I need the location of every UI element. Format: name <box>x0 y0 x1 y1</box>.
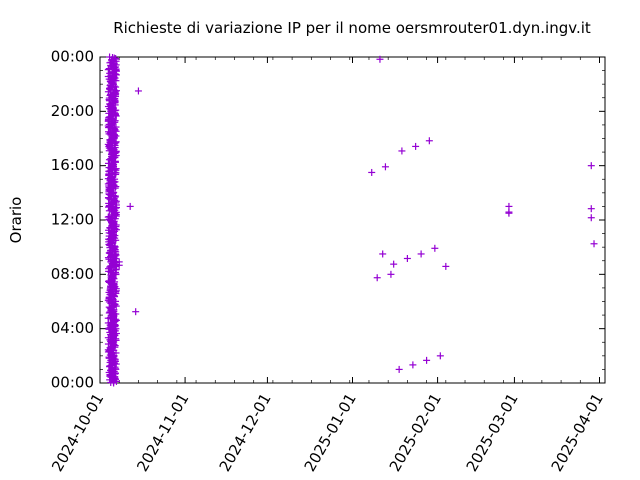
data-point <box>442 262 450 270</box>
data-point <box>587 205 595 213</box>
scatter-markers <box>104 53 598 387</box>
data-point <box>373 274 381 282</box>
data-point <box>112 123 120 131</box>
data-point <box>106 53 114 61</box>
data-point <box>368 168 376 176</box>
data-point <box>379 250 387 258</box>
x-tick-label: 2025-03-01 <box>463 390 522 475</box>
data-point <box>126 202 134 210</box>
x-tick-label: 2025-02-01 <box>386 390 445 475</box>
data-point <box>587 214 595 222</box>
data-point <box>590 240 598 248</box>
data-point <box>134 87 142 95</box>
y-axis-label: Orario <box>7 197 25 244</box>
data-point <box>587 162 595 170</box>
axis-ticks <box>99 56 605 384</box>
data-point <box>390 260 398 268</box>
data-point <box>106 263 114 271</box>
x-tick-label: 2024-11-01 <box>133 390 192 475</box>
data-point <box>115 258 123 266</box>
data-point <box>412 142 420 150</box>
data-point <box>417 250 425 258</box>
x-tick-label: 2025-01-01 <box>301 390 360 475</box>
data-point <box>505 202 513 210</box>
data-point <box>112 204 120 212</box>
y-tick-label: 00:00 <box>51 48 94 66</box>
plot-area <box>99 56 606 384</box>
y-tick-label: 12:00 <box>51 211 94 229</box>
data-point <box>381 163 389 171</box>
data-point <box>376 55 384 63</box>
y-tick-label: 00:00 <box>51 374 94 392</box>
y-tick-label: 04:00 <box>51 319 94 337</box>
data-point <box>395 365 403 373</box>
chart-title: Richieste di variazione IP per il nome o… <box>113 19 591 37</box>
data-point <box>104 66 112 74</box>
data-point <box>398 147 406 155</box>
data-point <box>436 352 444 360</box>
data-point <box>409 361 417 369</box>
y-tick-label: 08:00 <box>51 265 94 283</box>
data-point <box>403 254 411 262</box>
data-point <box>132 308 140 316</box>
data-point <box>425 137 433 145</box>
y-tick-label: 16:00 <box>51 156 94 174</box>
data-point <box>431 244 439 252</box>
x-tick-label: 2024-12-01 <box>216 390 275 475</box>
y-tick-label: 20:00 <box>51 102 94 120</box>
x-tick-label: 2025-04-01 <box>548 390 607 475</box>
x-tick-label: 2024-10-01 <box>48 390 107 475</box>
data-point <box>423 356 431 364</box>
data-point <box>387 270 395 278</box>
